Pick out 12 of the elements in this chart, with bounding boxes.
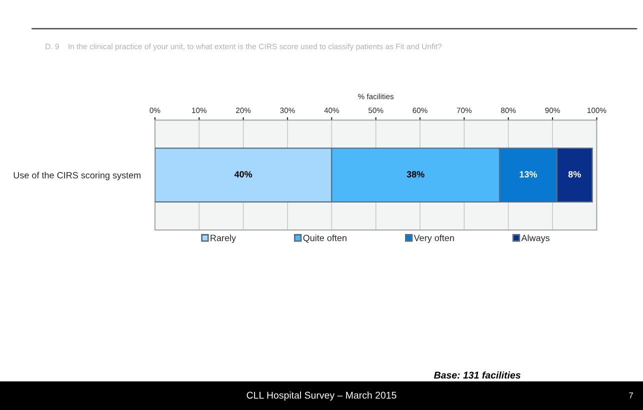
legend-label: Always — [521, 234, 550, 243]
y-tick-label: Use of the CIRS scoring system — [14, 172, 140, 180]
text: Base: 131 facilities — [434, 371, 521, 379]
data-label: 13% — [520, 171, 538, 178]
legend-label: Very often — [414, 234, 454, 243]
data-label: 40% — [234, 171, 252, 178]
text: CLL Hospital Survey – March 2015 — [246, 392, 396, 401]
data-label: 8% — [568, 171, 581, 178]
legend-label: Rarely — [210, 234, 236, 243]
data-label: 38% — [406, 171, 424, 178]
text: 7 — [629, 392, 633, 398]
legend-label: Quite often — [303, 234, 346, 243]
